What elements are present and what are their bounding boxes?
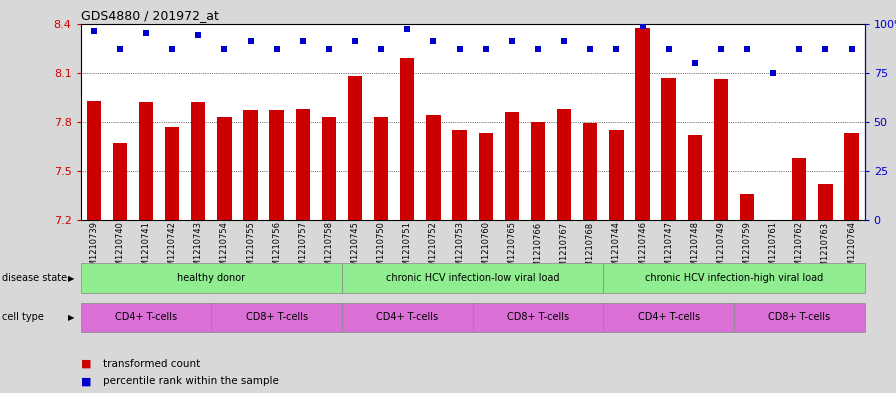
Bar	[766, 220, 780, 222]
Bar	[583, 123, 598, 220]
Bar	[504, 112, 519, 220]
Bar	[426, 115, 441, 220]
Bar	[844, 133, 858, 220]
Text: transformed count: transformed count	[103, 358, 201, 369]
Point	[322, 46, 336, 52]
Point	[374, 46, 388, 52]
Bar	[661, 78, 676, 220]
Point	[609, 46, 624, 52]
Bar	[635, 29, 650, 220]
Bar	[740, 194, 754, 220]
Point	[270, 46, 284, 52]
Point	[583, 46, 598, 52]
Bar	[401, 58, 415, 220]
Bar	[191, 102, 205, 220]
Text: chronic HCV infection-high viral load: chronic HCV infection-high viral load	[645, 273, 823, 283]
Text: CD4+ T-cells: CD4+ T-cells	[638, 312, 700, 322]
Text: ▶: ▶	[68, 274, 74, 283]
Point	[244, 38, 258, 44]
Point	[139, 30, 153, 37]
Bar	[244, 110, 258, 220]
Bar	[792, 158, 806, 220]
Bar	[296, 109, 310, 220]
Point	[426, 38, 441, 44]
Point	[635, 22, 650, 29]
Text: chronic HCV infection-low viral load: chronic HCV infection-low viral load	[386, 273, 559, 283]
Text: CD8+ T-cells: CD8+ T-cells	[768, 312, 831, 322]
Text: CD8+ T-cells: CD8+ T-cells	[507, 312, 569, 322]
Point	[217, 46, 231, 52]
Bar	[452, 130, 467, 220]
Point	[766, 70, 780, 76]
Point	[401, 26, 415, 33]
Bar	[557, 109, 572, 220]
Point	[504, 38, 519, 44]
Bar	[165, 127, 179, 220]
Bar	[139, 102, 153, 220]
Text: ■: ■	[81, 358, 91, 369]
Point	[113, 46, 127, 52]
Text: disease state: disease state	[2, 273, 67, 283]
Text: ▶: ▶	[68, 313, 74, 322]
Text: ■: ■	[81, 376, 91, 386]
Point	[714, 46, 728, 52]
Point	[191, 32, 205, 39]
Point	[687, 60, 702, 66]
Point	[844, 46, 858, 52]
Point	[165, 46, 179, 52]
Bar	[348, 76, 362, 220]
Text: healthy donor: healthy donor	[177, 273, 246, 283]
Point	[452, 46, 467, 52]
Point	[296, 38, 310, 44]
Text: CD8+ T-cells: CD8+ T-cells	[246, 312, 307, 322]
Point	[792, 46, 806, 52]
Bar	[687, 135, 702, 220]
Point	[818, 46, 832, 52]
Bar	[478, 133, 493, 220]
Point	[530, 46, 545, 52]
Text: CD4+ T-cells: CD4+ T-cells	[115, 312, 177, 322]
Point	[557, 38, 572, 44]
Bar	[270, 110, 284, 220]
Point	[87, 28, 101, 35]
Text: percentile rank within the sample: percentile rank within the sample	[103, 376, 279, 386]
Text: cell type: cell type	[2, 312, 44, 322]
Point	[478, 46, 493, 52]
Text: GDS4880 / 201972_at: GDS4880 / 201972_at	[81, 9, 219, 22]
Point	[740, 46, 754, 52]
Bar	[818, 184, 832, 220]
Bar	[113, 143, 127, 220]
Bar	[322, 117, 336, 220]
Bar	[609, 130, 624, 220]
Bar	[714, 79, 728, 220]
Bar	[217, 117, 231, 220]
Text: CD4+ T-cells: CD4+ T-cells	[376, 312, 438, 322]
Bar	[530, 122, 545, 220]
Bar	[374, 117, 388, 220]
Point	[661, 46, 676, 52]
Bar	[87, 101, 101, 220]
Point	[348, 38, 362, 44]
